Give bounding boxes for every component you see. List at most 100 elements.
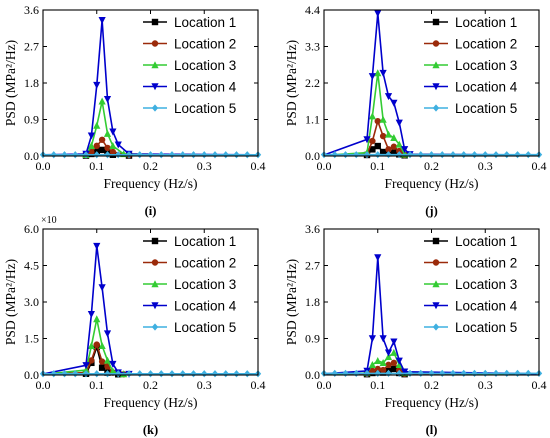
data-point (374, 142, 381, 150)
legend-label: Location 5 (455, 320, 517, 335)
data-point (374, 254, 382, 262)
data-point (98, 136, 106, 143)
y-tick-label: 0.0 (24, 149, 39, 163)
data-point (395, 140, 403, 148)
data-point (98, 146, 106, 154)
series-group (39, 242, 262, 378)
panel-label: (j) (425, 204, 438, 218)
x-tick-label: 0.0 (317, 378, 332, 392)
y-tick-label: 3.0 (24, 295, 39, 309)
data-point (417, 369, 424, 377)
data-point (114, 141, 122, 149)
data-point (103, 356, 112, 364)
x-tick-label: 0.4 (532, 159, 547, 173)
legend: Location 1 Location 2 Location 3 Location 4… (143, 234, 237, 335)
x-tick-label: 0.1 (89, 378, 104, 392)
panel-label: (i) (145, 204, 157, 218)
legend: Location 1 Location 2 Location 3 Location 4… (424, 234, 518, 335)
series-line-location-2 (42, 342, 259, 376)
series-markers-location-5 (320, 369, 543, 377)
data-point (482, 151, 489, 159)
data-point (363, 136, 371, 144)
data-point (331, 369, 338, 377)
legend-marker (151, 18, 159, 26)
legend-entry-location-5: Location 5 (143, 320, 236, 335)
data-point (98, 364, 106, 371)
x-axis-label: Frequency (Hz/s) (384, 395, 478, 410)
legend-entry-location-3: Location 3 (143, 277, 236, 292)
data-point (72, 151, 79, 159)
legend-entry-location-2: Location 2 (143, 37, 236, 52)
legend-label: Location 4 (455, 299, 518, 314)
data-point (390, 143, 398, 150)
legend-marker (432, 61, 440, 69)
data-point (460, 151, 467, 159)
data-point (439, 369, 446, 377)
data-point (368, 335, 376, 343)
data-point (385, 146, 392, 153)
legend-label: Location 3 (174, 58, 236, 73)
series-markers-location-3 (82, 315, 128, 378)
data-point (233, 151, 240, 159)
data-point (50, 151, 57, 159)
data-point (61, 151, 68, 159)
data-point (374, 69, 382, 77)
plot-frame (42, 9, 259, 157)
y-tick-label: 2.2 (305, 76, 320, 90)
data-point (369, 367, 376, 375)
data-point (168, 151, 176, 159)
y-axis-label: PSD (MPa²/Hz) (3, 40, 18, 126)
legend-label: Location 5 (455, 101, 517, 116)
data-point (374, 117, 381, 125)
data-point (179, 370, 186, 378)
data-point (93, 142, 100, 150)
legend-label: Location 4 (455, 80, 518, 95)
y-tick-label: 0.9 (24, 113, 39, 127)
legend-marker (151, 323, 159, 331)
data-point (401, 146, 409, 154)
data-point (50, 370, 57, 378)
legend-entry-location-3: Location 3 (424, 58, 517, 73)
panel-label: (l) (426, 423, 438, 437)
y-tick-label: 0.0 (24, 368, 39, 382)
data-point (125, 370, 133, 378)
legend-entry-location-3: Location 3 (424, 277, 517, 292)
legend-marker (432, 259, 440, 266)
legend-marker (151, 259, 159, 266)
data-point (136, 370, 143, 378)
data-point (369, 137, 376, 145)
data-point (525, 369, 532, 377)
legend-marker (151, 302, 159, 310)
data-point (87, 342, 95, 349)
data-point (136, 151, 143, 159)
legend: Location 1 Location 2 Location 3 Location 4… (143, 15, 237, 116)
series-markers-location-4 (363, 254, 409, 376)
y-axis-label: PSD (MPa²/Hz) (284, 40, 299, 126)
data-point (460, 369, 467, 377)
legend-label: Location 2 (174, 37, 236, 52)
data-point (384, 130, 393, 138)
x-tick-label: 0.3 (478, 159, 493, 173)
data-point (428, 369, 435, 377)
legend-entry-location-4: Location 4 (143, 299, 237, 314)
series-line-location-2 (323, 118, 540, 157)
y-tick-label: 1.8 (24, 76, 39, 90)
data-point (514, 369, 521, 377)
data-point (482, 369, 489, 377)
data-point (379, 132, 387, 140)
legend-marker (432, 18, 440, 26)
legend-marker (432, 40, 440, 47)
data-point (379, 335, 387, 343)
legend-label: Location 1 (455, 15, 517, 30)
data-point (374, 369, 381, 377)
data-point (379, 115, 387, 123)
series-group (320, 254, 543, 378)
data-point (104, 370, 111, 378)
data-point (158, 151, 165, 159)
y-tick-label: 1.8 (305, 295, 320, 309)
x-tick-label: 0.4 (251, 159, 266, 173)
y-tick-label: 0.0 (305, 149, 320, 163)
data-point (353, 369, 360, 377)
series-line-location-3 (323, 72, 540, 157)
x-tick-label: 0.0 (317, 159, 332, 173)
